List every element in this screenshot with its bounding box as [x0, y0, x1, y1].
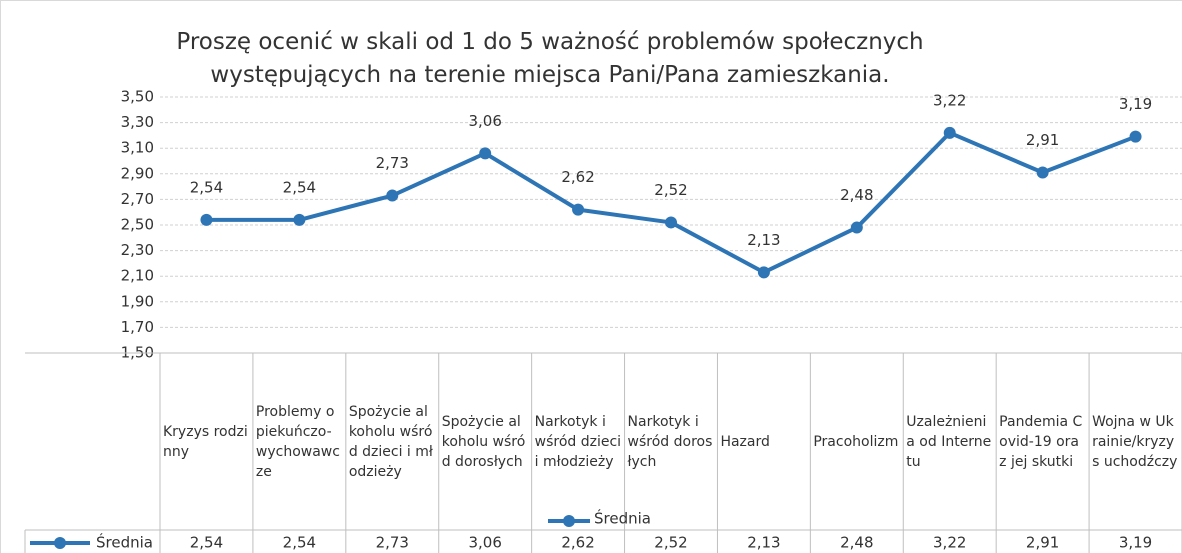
table-value: 2,48	[840, 534, 873, 552]
x-tick-label: Pandemia Covid-19 oraz jej skutki	[999, 413, 1083, 470]
data-label: 2,13	[747, 231, 780, 249]
data-label: 2,48	[840, 186, 873, 204]
data-label: 2,54	[283, 178, 316, 196]
table-value: 2,54	[190, 534, 223, 552]
table-value: 2,91	[1026, 534, 1059, 552]
table-value: 2,54	[283, 534, 316, 552]
point	[479, 147, 492, 160]
point	[1129, 130, 1142, 143]
table-value: 2,62	[561, 534, 594, 552]
data-label: 2,73	[376, 154, 409, 172]
x-tick-label: Kryzys rodzinny	[163, 423, 248, 460]
y-tick-label: 1,90	[121, 292, 154, 310]
y-tick-label: 3,10	[121, 139, 154, 157]
table-value: 2,52	[654, 534, 687, 552]
point	[572, 203, 585, 216]
point	[943, 126, 956, 139]
data-label: 2,62	[561, 168, 594, 186]
y-tick-label: 1,70	[121, 318, 154, 336]
point	[293, 213, 306, 226]
y-tick-label: 3,30	[121, 113, 154, 131]
y-tick-label: 2,30	[121, 241, 154, 259]
x-tick-label: Spożycie alkoholu wśród dzieci i młodzie…	[348, 403, 433, 480]
table-value: 3,22	[933, 534, 966, 552]
y-tick-label: 2,90	[121, 164, 154, 182]
x-tick-label: Narkotyk i wśród dorosłych	[627, 413, 713, 470]
x-tick-label: Wojna w Ukrainie/kryzys uchodźczy	[1092, 413, 1178, 470]
point	[850, 221, 863, 234]
table-value: 3,19	[1119, 534, 1152, 552]
data-label: 3,06	[468, 112, 501, 130]
y-tick-label: 2,10	[121, 267, 154, 285]
table-value: 2,73	[376, 534, 409, 552]
data-label: 2,52	[654, 181, 687, 199]
table-value: 3,06	[468, 534, 501, 552]
point	[665, 216, 677, 229]
x-tick-label: Pracoholizm	[813, 433, 899, 450]
legend-label: Średnia	[594, 509, 651, 528]
legend-marker	[54, 537, 66, 549]
y-tick-label: 3,50	[121, 88, 154, 106]
point	[386, 189, 399, 202]
chart-title: Proszę ocenić w skali od 1 do 5 ważność …	[176, 29, 924, 88]
point	[757, 266, 770, 279]
x-tick-label: Uzależnienia od Internetu	[906, 413, 992, 470]
data-label: 3,22	[933, 91, 966, 109]
legend-label: Średnia	[96, 533, 153, 552]
x-tick-label: Spożycie alkoholu wśród dorosłych	[441, 413, 526, 470]
table-value: 2,13	[747, 534, 780, 552]
point	[1036, 166, 1049, 179]
data-label: 2,54	[190, 178, 223, 196]
x-tick-label: Hazard	[720, 433, 770, 450]
point	[200, 213, 213, 226]
x-tick-label: Problemy opiekuńczo-wychowawcze	[255, 403, 340, 480]
y-tick-label: 2,50	[121, 216, 154, 234]
data-label: 2,91	[1026, 131, 1059, 149]
x-tick-label: Narkotyk i wśród dzieci i młodzieży	[534, 413, 622, 470]
series-line	[206, 130, 1137, 275]
data-label: 3,19	[1119, 95, 1152, 113]
legend-marker	[563, 515, 575, 527]
y-tick-label: 2,70	[121, 190, 154, 208]
